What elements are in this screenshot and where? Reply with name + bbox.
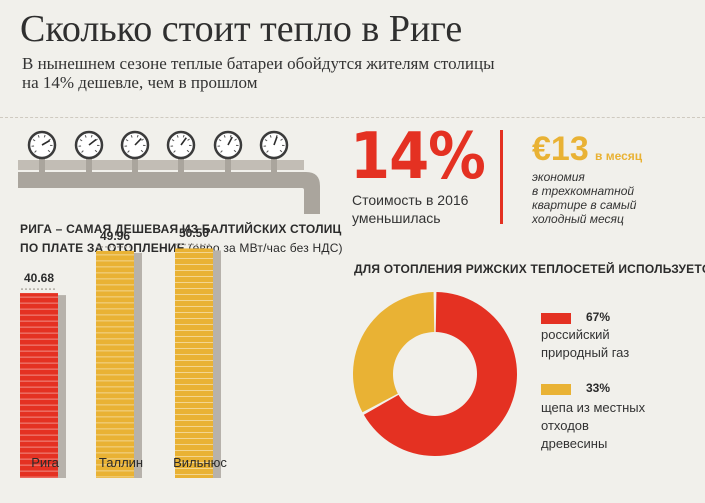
bar-shadow — [134, 252, 142, 478]
legend-wood-line-1: щепа из местных — [541, 400, 646, 415]
page-title: Сколько стоит тепло в Риге — [20, 8, 463, 50]
pipe-highlight — [18, 160, 304, 170]
bar-shadow — [58, 295, 66, 478]
legend-label-gas: российский природный газ — [541, 326, 671, 362]
gauge-tick — [136, 134, 139, 138]
bar-value-vilnius: 50.50 — [178, 226, 210, 241]
gauge-tick — [223, 135, 226, 138]
gauge-stem — [271, 158, 277, 172]
gauge-needle — [41, 139, 51, 146]
gauge-needle — [273, 136, 278, 146]
bar-chart-title: РИГА – САМАЯ ДЕШЕВАЯ ИЗ БАЛТИЙСКИХ СТОЛИ… — [20, 220, 350, 258]
gauge-tick — [79, 139, 83, 142]
percent-caption-line-1: Стоимость в 2016 — [352, 192, 469, 208]
gauge-tick — [186, 149, 190, 153]
legend-label-wood: щепа из местных отходов древесины — [541, 399, 671, 453]
percent-stat: 14% — [350, 120, 486, 194]
gauge-stem — [178, 158, 184, 172]
gauge-stem — [39, 158, 45, 172]
gauge-tick — [37, 135, 40, 138]
gauge-needle — [227, 136, 233, 146]
gauge-stem — [86, 158, 92, 172]
donut-slice — [363, 292, 517, 457]
bar — [175, 248, 213, 478]
gauge-tick — [84, 135, 87, 138]
gauge-tick — [220, 150, 223, 153]
stat-divider — [500, 130, 503, 224]
gauge-stem — [225, 158, 231, 172]
saving-note-line-3: квартире в самый — [532, 198, 637, 212]
gauge-stem — [132, 158, 138, 172]
saving-note-line-1: экономия — [532, 170, 585, 184]
bar-value-tallinn: 49.96 — [99, 228, 131, 243]
gauge-tick — [47, 149, 51, 153]
percent-caption: Стоимость в 2016 уменьшилась — [352, 191, 512, 227]
bar-chart-title-line-1: РИГА – САМАЯ ДЕШЕВАЯ ИЗ БАЛТИЙСКИХ СТОЛИ… — [20, 222, 342, 236]
gauge-tick — [182, 134, 185, 138]
bar-label-tallinn: Таллин — [98, 455, 144, 470]
gauge-tick — [279, 149, 283, 153]
gauge-tick — [90, 134, 93, 138]
subtitle-line-1: В нынешнем сезоне теплые батареи обойдут… — [22, 54, 495, 73]
percent-caption-line-2: уменьшилась — [352, 210, 441, 226]
gauge-tick — [140, 149, 144, 153]
legend-pct-wood: 33% — [586, 381, 611, 395]
gauge-tick — [81, 150, 84, 153]
gauge-tick — [234, 138, 237, 141]
bar — [96, 250, 134, 478]
legend-swatch-gas — [541, 313, 571, 324]
gauge-needle — [134, 137, 142, 146]
gauge-tick — [233, 149, 237, 153]
pipe-illustration — [18, 150, 320, 214]
gauge-tick — [176, 135, 179, 138]
donut-slice — [352, 292, 435, 413]
gauge-tick — [94, 149, 98, 153]
gauge-tick — [130, 135, 133, 138]
page-subtitle: В нынешнем сезоне теплые батареи обойдут… — [22, 54, 622, 92]
bar-chart-units: (евро за МВт/час без НДС) — [188, 241, 343, 255]
bar-label-vilnius: Вильнюс — [173, 455, 227, 470]
gauge-tick — [269, 135, 272, 138]
legend-swatch-wood — [541, 384, 571, 395]
gauge-tick — [125, 139, 129, 142]
legend-wood-line-2: отходов — [541, 418, 589, 433]
bar-chart-title-line-2: ПО ПЛАТЕ ЗА ОТОПЛЕНИЕ (евро за МВт/час б… — [20, 239, 350, 258]
legend-pct-gas: 67% — [586, 310, 611, 324]
bar — [20, 293, 58, 478]
gauge-tick — [187, 138, 190, 141]
gauge-tick — [264, 139, 268, 142]
legend-gas-line-2: природный газ — [541, 345, 630, 360]
gauge-tick — [218, 139, 222, 142]
gauge-needle — [88, 138, 97, 146]
donut-chart-title: ДЛЯ ОТОПЛЕНИЯ РИЖСКИХ ТЕПЛОСЕТЕЙ ИСПОЛЬЗ… — [354, 262, 705, 276]
gauge-tick — [34, 150, 37, 153]
gauge-tick — [171, 139, 175, 142]
bar-value-riga: 40.68 — [23, 271, 55, 286]
bar-shadow — [213, 250, 221, 478]
gauge-tick — [173, 150, 176, 153]
legend-gas-line-1: российский — [541, 327, 610, 342]
saving-note: экономия в трехкомнатной квартире в самы… — [532, 170, 702, 226]
legend-wood-line-3: древесины — [541, 436, 608, 451]
saving-unit: в месяц — [595, 149, 643, 163]
gauge-tick — [266, 150, 269, 153]
saving-note-line-2: в трехкомнатной — [532, 184, 635, 198]
bar-label-riga: Рига — [31, 455, 59, 470]
saving-amount: €13 — [532, 130, 589, 168]
gauge-tick — [127, 150, 130, 153]
gauge-tick — [32, 139, 36, 142]
gauge-tick — [229, 134, 232, 138]
bar-chart-subtitle: ПО ПЛАТЕ ЗА ОТОПЛЕНИЕ — [20, 241, 185, 255]
subtitle-line-2: на 14% дешевле, чем в прошлом — [22, 73, 258, 92]
gauge-tick — [141, 138, 144, 141]
gauge-tick — [280, 138, 283, 141]
gauge-tick — [43, 134, 46, 138]
pressure-gauges — [27, 130, 289, 172]
saving-note-line-4: холодный месяц — [532, 212, 624, 226]
header-divider — [0, 117, 705, 118]
gauge-needle — [180, 137, 187, 146]
